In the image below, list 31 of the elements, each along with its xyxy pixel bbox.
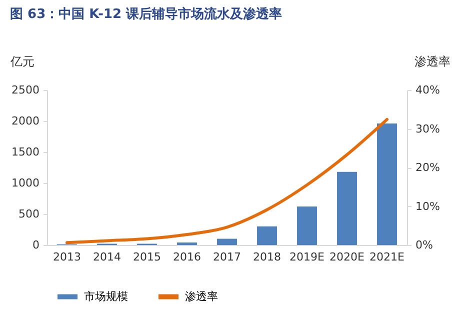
y2-tick-label: 10% xyxy=(416,200,440,213)
bar xyxy=(377,123,397,245)
x-tick-label: 2017 xyxy=(213,250,241,264)
y2-tick-label: 20% xyxy=(416,161,440,174)
x-tick-label: 2018 xyxy=(253,250,281,264)
y-tick-label: 1000 xyxy=(12,176,40,190)
y2-tick-label: 40% xyxy=(416,84,440,96)
line-series xyxy=(66,118,388,244)
x-tick-label: 2020E xyxy=(330,250,365,264)
x-tick-label: 2021E xyxy=(370,250,405,264)
y-tick-label: 2500 xyxy=(12,84,40,96)
y-axis-title: 亿元 xyxy=(10,54,34,68)
y2-tick-label: 30% xyxy=(416,122,440,136)
bar xyxy=(337,172,357,245)
bar xyxy=(297,206,317,245)
y-tick-label: 2000 xyxy=(12,114,40,128)
legend-label: 市场规模 xyxy=(84,290,128,303)
bar xyxy=(217,238,237,245)
x-tick-label: 2013 xyxy=(53,250,81,264)
x-tick-label: 2014 xyxy=(93,250,121,264)
legend-label: 渗透率 xyxy=(185,290,218,303)
y2-tick-label: 0% xyxy=(416,238,433,252)
y2-axis-title: 渗透率 xyxy=(414,54,450,68)
chart-title: 图 63：中国 K-12 课后辅导市场流水及渗透率 xyxy=(10,6,282,22)
x-tick-label: 2015 xyxy=(133,250,161,264)
x-tick-label: 2016 xyxy=(173,250,201,264)
x-tick-label: 2019E xyxy=(290,250,325,264)
y-tick-label: 1500 xyxy=(12,146,40,158)
y-tick-label: 0 xyxy=(32,238,40,252)
bar xyxy=(257,226,277,245)
y-tick-label: 500 xyxy=(18,208,40,220)
